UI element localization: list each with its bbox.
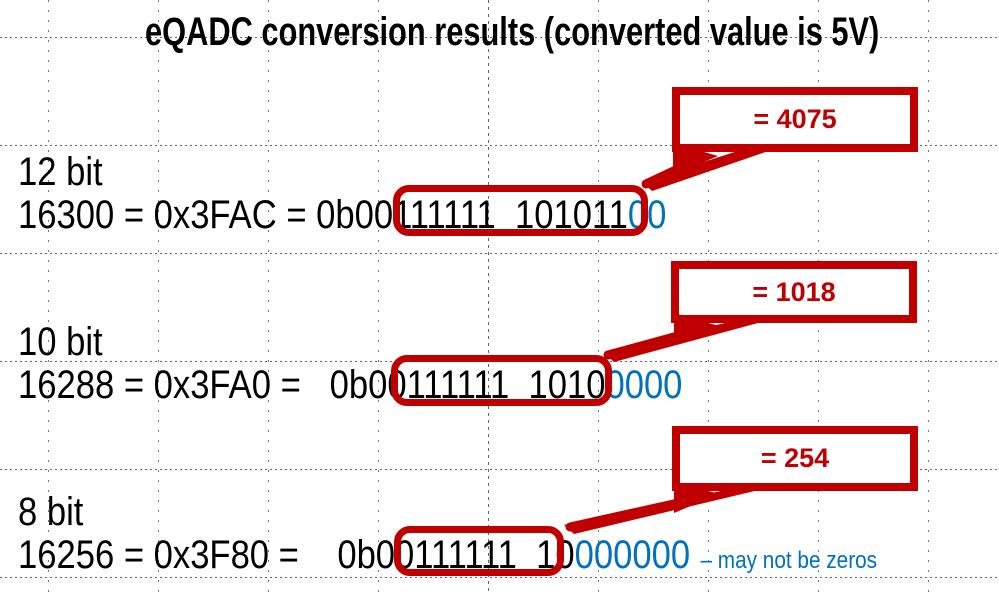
callout-box-8bit: = 254 (672, 426, 918, 491)
callout-value: = 1018 (752, 276, 836, 307)
grid-line-horizontal (0, 37, 999, 38)
grid-line-vertical (598, 0, 599, 592)
grid-line-vertical (48, 0, 49, 592)
callout-tail-10bit-stroke (603, 326, 701, 360)
grid-line-horizontal (0, 469, 999, 470)
callout-value: = 4075 (753, 104, 837, 134)
binary-prefix: 16300 = 0x3FAC = 0b00 (18, 193, 394, 237)
grid-line-vertical (378, 0, 379, 592)
callout-box-10bit: = 1018 (671, 261, 917, 323)
callout-box-12bit: = 4075 (672, 87, 918, 152)
trailing-zero-bits: 0000 (605, 363, 683, 407)
grid-line-vertical (268, 0, 269, 592)
grid-line-horizontal (0, 253, 999, 254)
row-label: 10 bit (18, 320, 103, 364)
callout-tail-12bit-stroke (641, 156, 700, 189)
binary-highlight-box-12bit (393, 185, 648, 236)
note-text: – may not be zeros (700, 547, 878, 574)
grid-line-vertical (928, 0, 929, 592)
callout-value: = 254 (760, 443, 830, 473)
binary-prefix: 16288 = 0x3FA0 = 0b00 (18, 363, 407, 407)
boxed-bits: 111111_101011 (393, 193, 628, 237)
binary-highlight-box-10bit (391, 355, 612, 406)
trailing-zero-bits: 000000 (574, 533, 691, 577)
binary-value-line: 16256 = 0x3F80 = 0b00111111_10000000 – ma… (18, 535, 877, 581)
grid-line-horizontal (0, 577, 999, 578)
boxed-bits: 111111_1010 (406, 363, 606, 407)
boxed-bits: 111111_10 (414, 533, 575, 577)
grid-line-vertical-center (488, 0, 489, 592)
binary-value-line: 16300 = 0x3FAC = 0b00111111_10101100 (18, 195, 666, 235)
row-label: 8 bit (18, 490, 84, 534)
grid-line-horizontal (0, 145, 999, 146)
binary-highlight-box-8bit (394, 526, 564, 576)
binary-prefix: 16256 = 0x3F80 = 0b00 (18, 533, 415, 577)
grid-line-vertical (158, 0, 159, 592)
callout-tail-8bit-stroke (565, 494, 701, 532)
slide-title: eQADC conversion results (converted valu… (145, 10, 880, 54)
row-label: 12 bit (18, 150, 103, 194)
